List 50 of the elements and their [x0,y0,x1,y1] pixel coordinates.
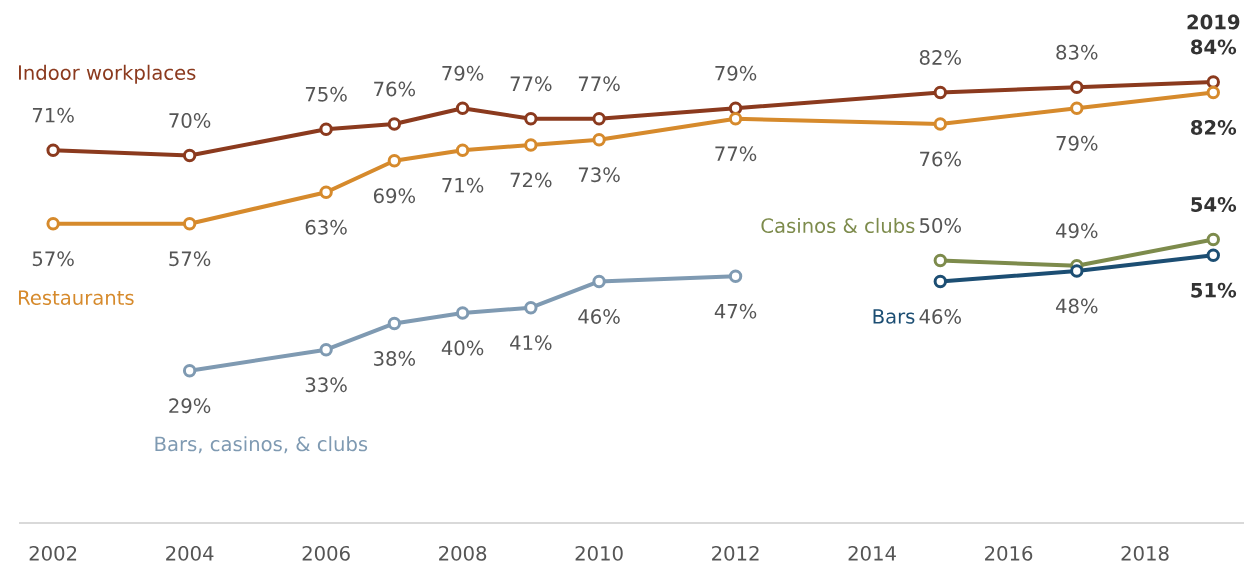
series-label: Bars [873,309,915,324]
x-tick-label: 2010 [575,545,623,561]
data-label: 69% [373,188,416,204]
data-label: 82% [919,50,961,65]
x-tick-label: 2008 [439,545,487,561]
data-label: 76% [374,81,416,97]
data-label: 38% [374,351,416,366]
data-label: 33% [305,377,347,393]
data-label: 57% [32,251,74,267]
data-label: 79% [442,65,484,81]
x-tick-label: 2006 [302,545,350,561]
text: Indoor workplaces [18,64,196,84]
data-label: 77% [578,76,620,92]
data-label: 77% [510,76,552,92]
data-label: 70% [169,113,211,128]
data-label: 71% [32,107,74,123]
x-tick-label: 2018 [1121,545,1169,561]
data-label: 84% [1191,39,1237,55]
x-tick-label: 2002 [29,545,77,561]
data-label: 49% [1055,223,1098,239]
data-label: 57% [169,251,211,267]
text: 2019 [1187,14,1240,30]
data-label: 47% [714,303,757,319]
text: Restaurants [18,290,134,306]
data-label: 48% [1055,298,1098,314]
data-label: 73% [578,167,620,183]
data-label: 77% [715,146,757,162]
data-label: 51% [1191,282,1237,298]
x-tick-label: 2012 [712,545,759,561]
data-label: 79% [715,65,757,81]
data-label: 71% [442,177,484,193]
data-label: 72% [510,172,552,188]
data-label: 50% [920,218,961,233]
data-label: 79% [1056,135,1098,151]
series-label: Casinos & clubs [761,217,915,234]
data-label: 54% [1191,197,1237,212]
data-label: 41% [510,335,552,351]
data-label: 82% [1191,120,1237,135]
x-tick-label: 2016 [985,545,1033,561]
data-label: 75% [305,86,347,102]
data-label: 83% [1056,44,1098,60]
data-label: 29% [169,398,211,414]
data-label: 76% [920,151,961,167]
data-label: 46% [919,309,961,324]
data-label: 46% [578,309,620,324]
x-tick-label: 2004 [166,545,214,561]
x-tick-label: 2014 [848,545,896,561]
data-label: 40% [441,340,484,356]
data-label: 63% [305,219,347,235]
text: Bars, casinos, & clubs [155,436,368,454]
